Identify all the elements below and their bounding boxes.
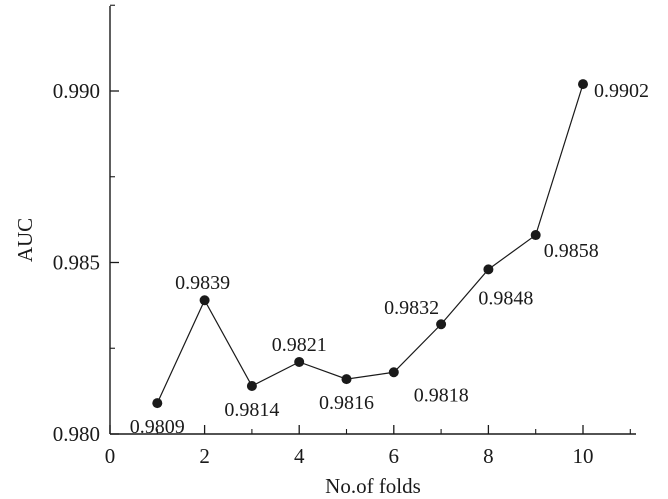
data-label: 0.9816 <box>319 392 374 414</box>
y-axis-ticks: 0.980 0.985 0.990 <box>53 4 119 446</box>
data-point <box>152 398 163 409</box>
y-axis-title: AUC <box>13 218 37 262</box>
x-tick-label: 10 <box>573 444 594 468</box>
x-tick-label: 0 <box>105 444 116 468</box>
x-tick-label: 8 <box>483 444 494 468</box>
data-label: 0.9839 <box>175 272 230 294</box>
x-tick-label: 6 <box>389 444 400 468</box>
data-label: 0.9818 <box>414 384 469 406</box>
data-label: 0.9848 <box>478 287 533 309</box>
data-label: 0.9832 <box>384 297 439 319</box>
x-axis-ticks: 0 2 4 6 8 10 <box>105 425 631 468</box>
data-point <box>578 79 588 90</box>
data-point <box>199 295 210 306</box>
series-layer <box>152 79 588 409</box>
data-point <box>530 230 541 241</box>
y-tick-label: 0.990 <box>53 79 100 103</box>
y-tick-label: 0.980 <box>53 422 100 446</box>
data-point <box>294 356 305 367</box>
data-label: 0.9858 <box>544 240 599 262</box>
series-line <box>156 83 584 404</box>
data-point <box>436 319 447 330</box>
data-label-layer: 0.9809 0.9839 0.9814 0.9821 0.9816 0.9818 0.98… <box>130 80 649 438</box>
data-point <box>483 264 494 275</box>
data-label: 0.9821 <box>272 334 327 356</box>
x-tick-label: 4 <box>294 444 305 468</box>
data-point <box>341 374 352 385</box>
x-tick-label: 2 <box>199 444 210 468</box>
x-axis-title: No.of folds <box>325 474 421 498</box>
y-tick-label: 0.985 <box>53 251 100 275</box>
data-point <box>388 367 399 378</box>
data-label: 0.9814 <box>224 399 279 421</box>
data-label: 0.9902 <box>594 80 649 102</box>
data-label: 0.9809 <box>130 416 185 438</box>
data-point <box>246 380 257 391</box>
